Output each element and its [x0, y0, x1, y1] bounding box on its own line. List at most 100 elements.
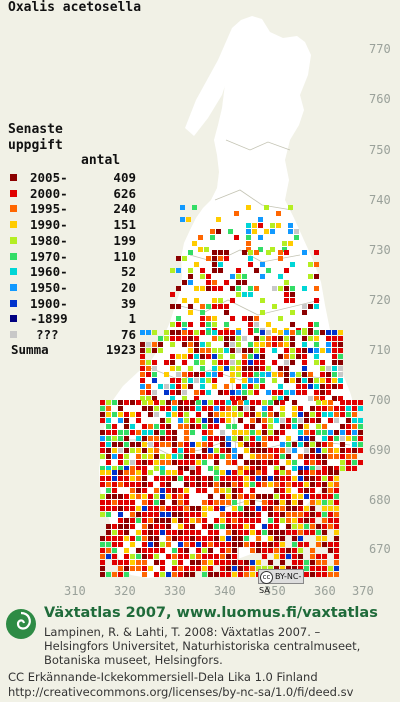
grid-cell: [182, 280, 187, 285]
grid-cell: [328, 400, 333, 405]
grid-cell: [338, 342, 343, 347]
grid-cell: [246, 223, 251, 228]
grid-cell: [148, 482, 153, 487]
grid-cell: [314, 322, 319, 327]
grid-cell: [352, 400, 357, 405]
grid-cell: [242, 280, 247, 285]
grid-cell: [268, 400, 273, 405]
grid-cell: [152, 372, 157, 377]
grid-cell: [250, 400, 255, 405]
grid-cell: [236, 390, 241, 395]
cc-license-badge[interactable]: cc BY-NC-SA: [258, 569, 304, 595]
grid-cell: [200, 372, 205, 377]
grid-cell: [296, 390, 301, 395]
grid-cell: [268, 482, 273, 487]
grid-cell: [334, 536, 339, 541]
grid-cell: [284, 280, 289, 285]
grid-cell: [142, 548, 147, 553]
grid-cell: [206, 330, 211, 335]
grid-cell: [188, 372, 193, 377]
grid-cell: [166, 494, 171, 499]
grid-cell: [146, 342, 151, 347]
grid-cell: [320, 384, 325, 389]
grid-cell: [170, 396, 175, 401]
grid-cell: [220, 448, 225, 453]
grid-cell: [334, 512, 339, 517]
grid-cell: [196, 542, 201, 547]
grid-cell: [270, 229, 275, 234]
grid-cell: [284, 342, 289, 347]
grid-cell: [326, 348, 331, 353]
grid-cell: [274, 466, 279, 471]
grid-cell: [152, 366, 157, 371]
grid-cell: [118, 448, 123, 453]
grid-cell: [254, 348, 259, 353]
grid-cell: [244, 436, 249, 441]
grid-cell: [280, 454, 285, 459]
legend-swatch: [10, 253, 17, 260]
grid-cell: [280, 406, 285, 411]
grid-cell: [334, 482, 339, 487]
grid-cell: [190, 442, 195, 447]
grid-cell: [238, 542, 243, 547]
grid-cell: [250, 460, 255, 465]
grid-cell: [346, 424, 351, 429]
grid-cell: [154, 506, 159, 511]
grid-cell: [160, 482, 165, 487]
grid-cell: [206, 304, 211, 309]
grid-cell: [208, 500, 213, 505]
grid-cell: [276, 211, 281, 216]
grid-cell: [106, 412, 111, 417]
atlas-credit-title[interactable]: Växtatlas 2007, www.luomus.fi/vaxtatlas: [44, 605, 378, 621]
grid-cell: [256, 470, 261, 475]
grid-cell: [112, 542, 117, 547]
grid-cell: [148, 460, 153, 465]
grid-cell: [146, 390, 151, 395]
grid-cell: [130, 518, 135, 523]
grid-cell: [226, 406, 231, 411]
grid-cell: [248, 286, 253, 291]
grid-cell: [352, 406, 357, 411]
grid-cell: [152, 360, 157, 365]
grid-cell: [308, 304, 313, 309]
grid-cell: [214, 500, 219, 505]
grid-cell: [124, 448, 129, 453]
grid-cell: [248, 322, 253, 327]
grid-cell: [178, 424, 183, 429]
grid-cell: [196, 470, 201, 475]
grid-cell: [248, 354, 253, 359]
grid-cell: [236, 286, 241, 291]
grid-cell: [304, 476, 309, 481]
grid-cell: [248, 378, 253, 383]
grid-cell: [224, 250, 229, 255]
grid-cell: [262, 500, 267, 505]
grid-cell: [238, 560, 243, 565]
grid-cell: [146, 384, 151, 389]
grid-cell: [220, 572, 225, 577]
grid-cell: [320, 390, 325, 395]
grid-cell: [338, 354, 343, 359]
grid-cell: [274, 460, 279, 465]
grid-cell: [244, 460, 249, 465]
grid-cell: [314, 378, 319, 383]
grid-cell: [286, 500, 291, 505]
grid-cell: [302, 310, 307, 315]
grid-cell: [202, 566, 207, 571]
grid-cell: [238, 412, 243, 417]
grid-cell: [146, 330, 151, 335]
grid-cell: [224, 390, 229, 395]
license-url[interactable]: http://creativecommons.org/licenses/by-n…: [8, 685, 354, 699]
grid-cell: [220, 454, 225, 459]
grid-cell: [316, 554, 321, 559]
grid-cell: [310, 448, 315, 453]
grid-cell: [292, 418, 297, 423]
grid-cell: [314, 336, 319, 341]
grid-cell: [182, 322, 187, 327]
grid-cell: [326, 384, 331, 389]
grid-cell: [124, 494, 129, 499]
grid-cell: [214, 418, 219, 423]
grid-cell: [338, 372, 343, 377]
grid-cell: [160, 476, 165, 481]
grid-cell: [274, 476, 279, 481]
grid-cell: [316, 524, 321, 529]
